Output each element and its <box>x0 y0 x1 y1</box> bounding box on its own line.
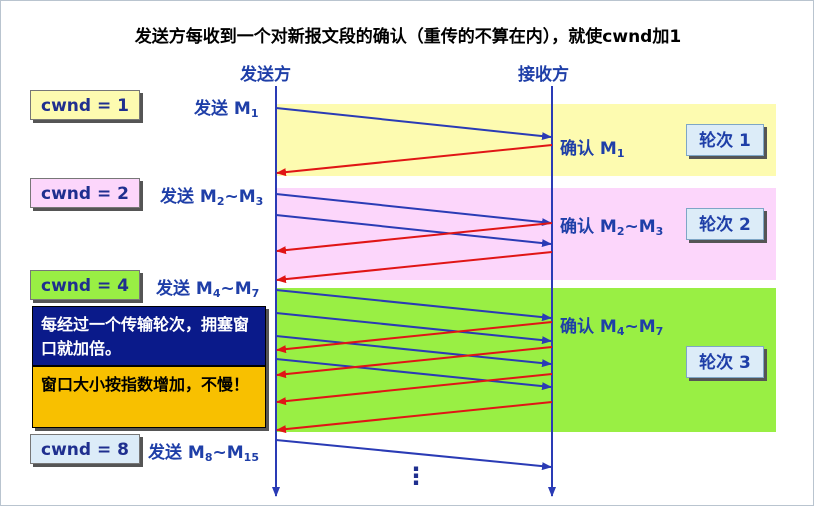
ack-label-1: 确认 M1 <box>560 139 625 160</box>
send-arrow <box>275 193 552 227</box>
send-label-3: 发送 M4~M7 <box>156 279 260 300</box>
receiver-label: 接收方 <box>518 65 569 85</box>
sender-label: 发送方 <box>240 65 291 85</box>
send-arrow <box>275 439 552 471</box>
send-arrow <box>275 358 552 391</box>
ack-arrow <box>276 251 553 284</box>
send-label-1: 发送 M1 <box>194 99 259 120</box>
send-label-4: 发送 M8~M15 <box>148 443 259 464</box>
send-arrow <box>275 312 552 345</box>
cwnd-box-8: cwnd = 8 <box>30 434 140 464</box>
send-label-2: 发送 M2~M3 <box>160 187 264 208</box>
note-doubling: 每经过一个传输轮次，拥塞窗口就加倍。 <box>32 306 266 366</box>
ack-arrow <box>276 222 553 255</box>
ack-arrow <box>276 401 553 434</box>
ack-arrow <box>276 321 553 354</box>
cwnd-box-1: cwnd = 1 <box>30 90 140 120</box>
round-2-box: 轮次 2 <box>686 208 764 240</box>
send-arrow <box>275 335 552 368</box>
round-3-box: 轮次 3 <box>686 346 764 378</box>
send-arrow <box>275 289 552 322</box>
send-arrow <box>275 107 552 141</box>
ack-label-2: 确认 M2~M3 <box>560 217 664 238</box>
round-1-box: 轮次 1 <box>686 124 764 156</box>
ack-label-3: 确认 M4~M7 <box>560 317 664 338</box>
note-exponential: 窗口大小按指数增加，不慢！ <box>32 366 266 428</box>
cwnd-box-4: cwnd = 4 <box>30 270 140 300</box>
send-arrow <box>275 214 552 248</box>
ellipsis: ⋮ <box>404 462 428 490</box>
ack-arrow <box>276 144 553 177</box>
cwnd-box-2: cwnd = 2 <box>30 178 140 208</box>
ack-arrow <box>276 373 553 406</box>
ack-arrow <box>276 346 553 379</box>
page-title: 发送方每收到一个对新报文段的确认（重传的不算在内），就使cwnd加1 <box>134 27 682 47</box>
